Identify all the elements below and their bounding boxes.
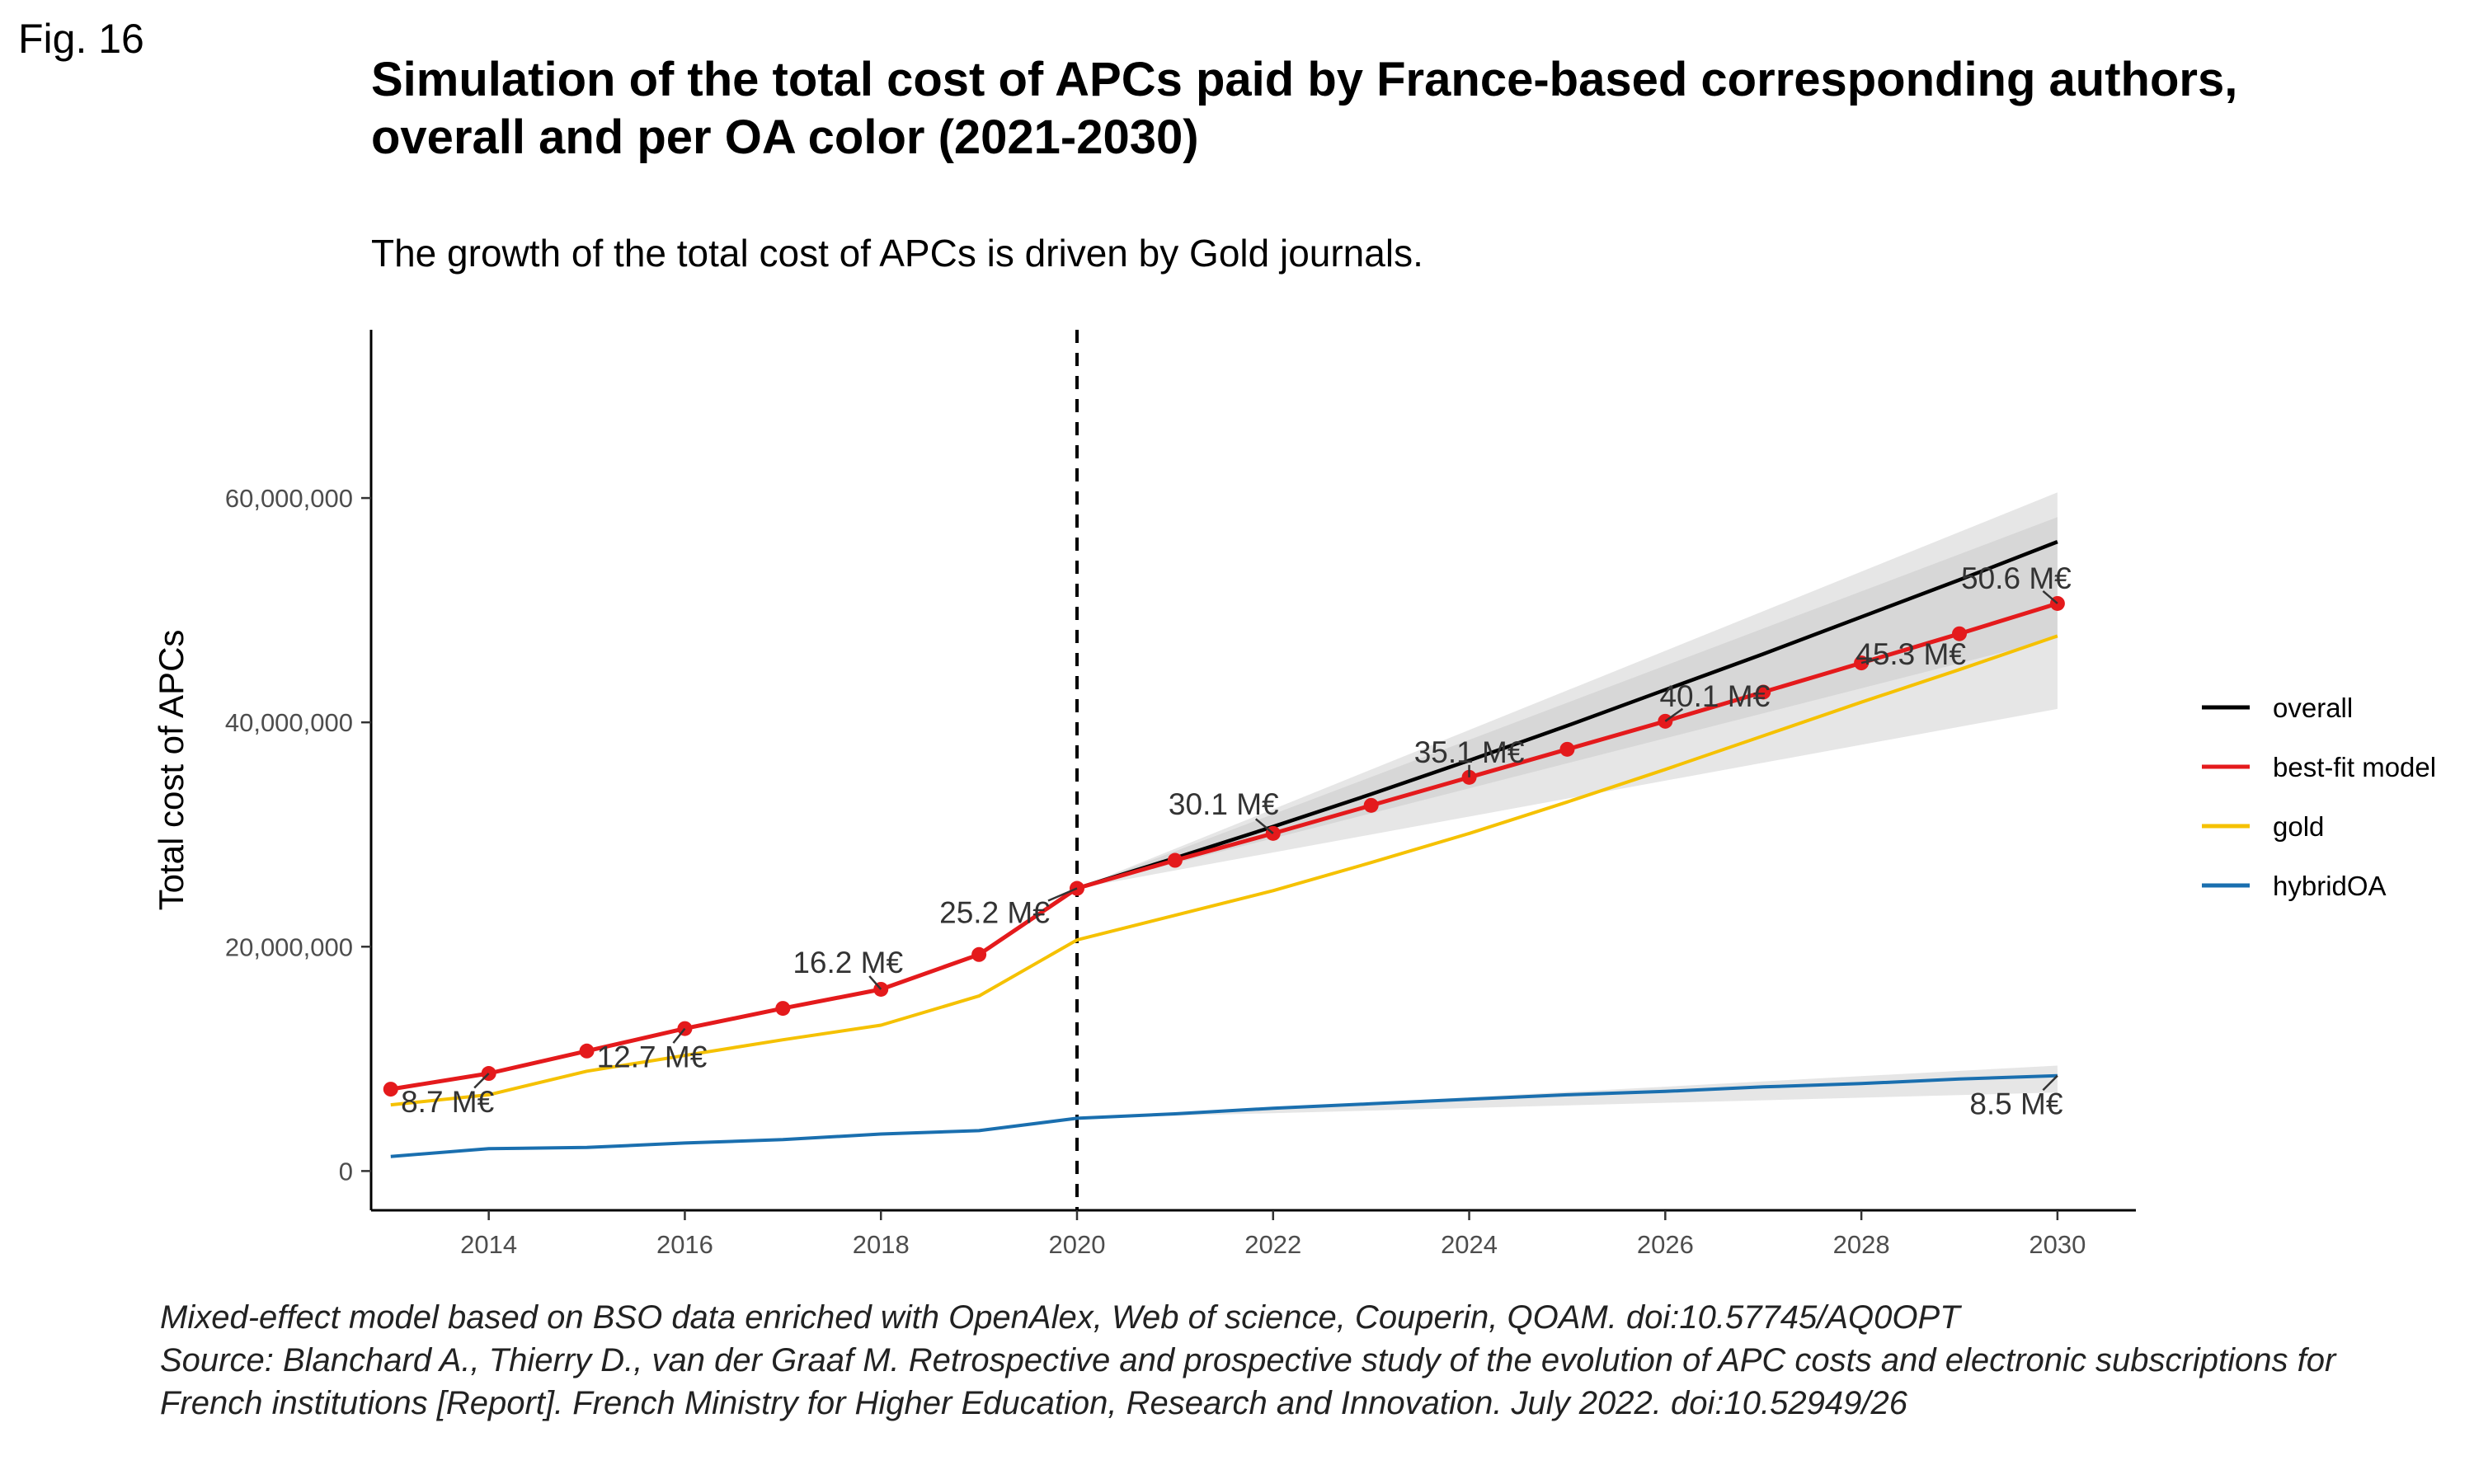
chart-title: Simulation of the total cost of APCs pai… <box>371 51 2449 167</box>
caption-line-1: Mixed-effect model based on BSO data enr… <box>160 1299 1960 1336</box>
x-tick-label: 2024 <box>1441 1230 1498 1259</box>
x-tick-label: 2030 <box>2029 1230 2086 1259</box>
data-label-leader <box>1664 707 1684 722</box>
best-fit-point <box>971 946 987 962</box>
data-label: 45.3 M€ <box>1856 637 1966 671</box>
y-tick-label: 40,000,000 <box>225 708 353 737</box>
x-tick-label: 2018 <box>853 1230 910 1259</box>
series-line-best-fit-model <box>390 601 2058 1092</box>
data-label-leader <box>2042 590 2058 604</box>
best-fit-point <box>1952 626 1967 641</box>
x-tick-label: 2016 <box>656 1230 713 1259</box>
data-label: 8.5 M€ <box>1969 1087 2063 1121</box>
figure-caption: Mixed-effect model based on BSO data enr… <box>160 1296 2453 1425</box>
data-labels: 8.7 M€ 12.7 M€ 16.2 M€ 25.2 M€ 30.1 M€ 35.1 M… <box>401 561 2072 1121</box>
legend-label-overall: overall <box>2273 693 2353 723</box>
data-label: 8.7 M€ <box>401 1085 495 1119</box>
best-fit-point <box>775 1001 791 1017</box>
best-fit-point <box>1363 797 1379 813</box>
data-label: 16.2 M€ <box>793 946 903 979</box>
legend-label-best-fit-model: best-fit model <box>2273 752 2436 782</box>
best-fit-point <box>1167 852 1183 868</box>
x-tick-label: 2026 <box>1637 1230 1694 1259</box>
data-label-leader <box>672 1027 686 1044</box>
y-tick-label: 0 <box>339 1157 353 1186</box>
data-label: 50.6 M€ <box>1961 561 2072 595</box>
legend-label-gold: gold <box>2273 811 2324 842</box>
chart-title-line-2: overall and per OA color (2021-2030) <box>371 110 1199 164</box>
series-line-gold <box>390 634 2058 1107</box>
best-fit-point <box>383 1082 398 1097</box>
data-label: 30.1 M€ <box>1169 787 1279 821</box>
chart-title-line-1: Simulation of the total cost of APCs pai… <box>371 53 2238 106</box>
data-label-leader <box>868 975 882 990</box>
data-label: 35.1 M€ <box>1414 735 1525 769</box>
y-tick-label: 20,000,000 <box>225 932 353 961</box>
series-line-overall <box>1076 540 2058 890</box>
data-label-leader <box>473 1073 490 1089</box>
data-label: 25.2 M€ <box>939 896 1050 930</box>
y-tick-label: 60,000,000 <box>225 484 353 513</box>
best-fit-point <box>579 1043 595 1059</box>
chart-axes: 2014 2016 2018 2020 2022 2024 2026 2028 2030 0 20,… <box>152 330 2136 1259</box>
data-label-leader <box>1047 887 1078 902</box>
caption-line-2: Source: Blanchard A., Thierry D., van de… <box>160 1342 2336 1378</box>
legend-label-hybridoa: hybridOA <box>2273 871 2387 901</box>
x-tick-label: 2020 <box>1049 1230 1106 1259</box>
data-label-leader <box>1254 818 1274 834</box>
x-tick-label: 2022 <box>1244 1230 1301 1259</box>
best-fit-point <box>1756 684 1771 700</box>
chart-legend: overall best-fit model gold hybridOA <box>2202 693 2436 901</box>
caption-line-3: French institutions [Report]. French Min… <box>160 1385 1907 1421</box>
best-fit-point <box>1559 741 1575 757</box>
confidence-band-overall-0 <box>1077 492 2058 889</box>
data-label-leader <box>2042 1074 2058 1092</box>
figure-number: Fig. 16 <box>18 16 144 62</box>
chart-subtitle: The growth of the total cost of APCs is … <box>371 232 1423 275</box>
series-line-hybridoa <box>390 1073 2058 1158</box>
x-tick-label: 2014 <box>460 1230 517 1259</box>
data-label-leader <box>1860 657 1879 665</box>
data-label: 40.1 M€ <box>1659 679 1770 713</box>
data-label: 12.7 M€ <box>597 1040 708 1074</box>
x-tick-label: 2028 <box>1833 1230 1890 1259</box>
y-axis-title: Total cost of APCs <box>152 630 190 911</box>
confidence-band-overall-1 <box>1077 517 2058 889</box>
